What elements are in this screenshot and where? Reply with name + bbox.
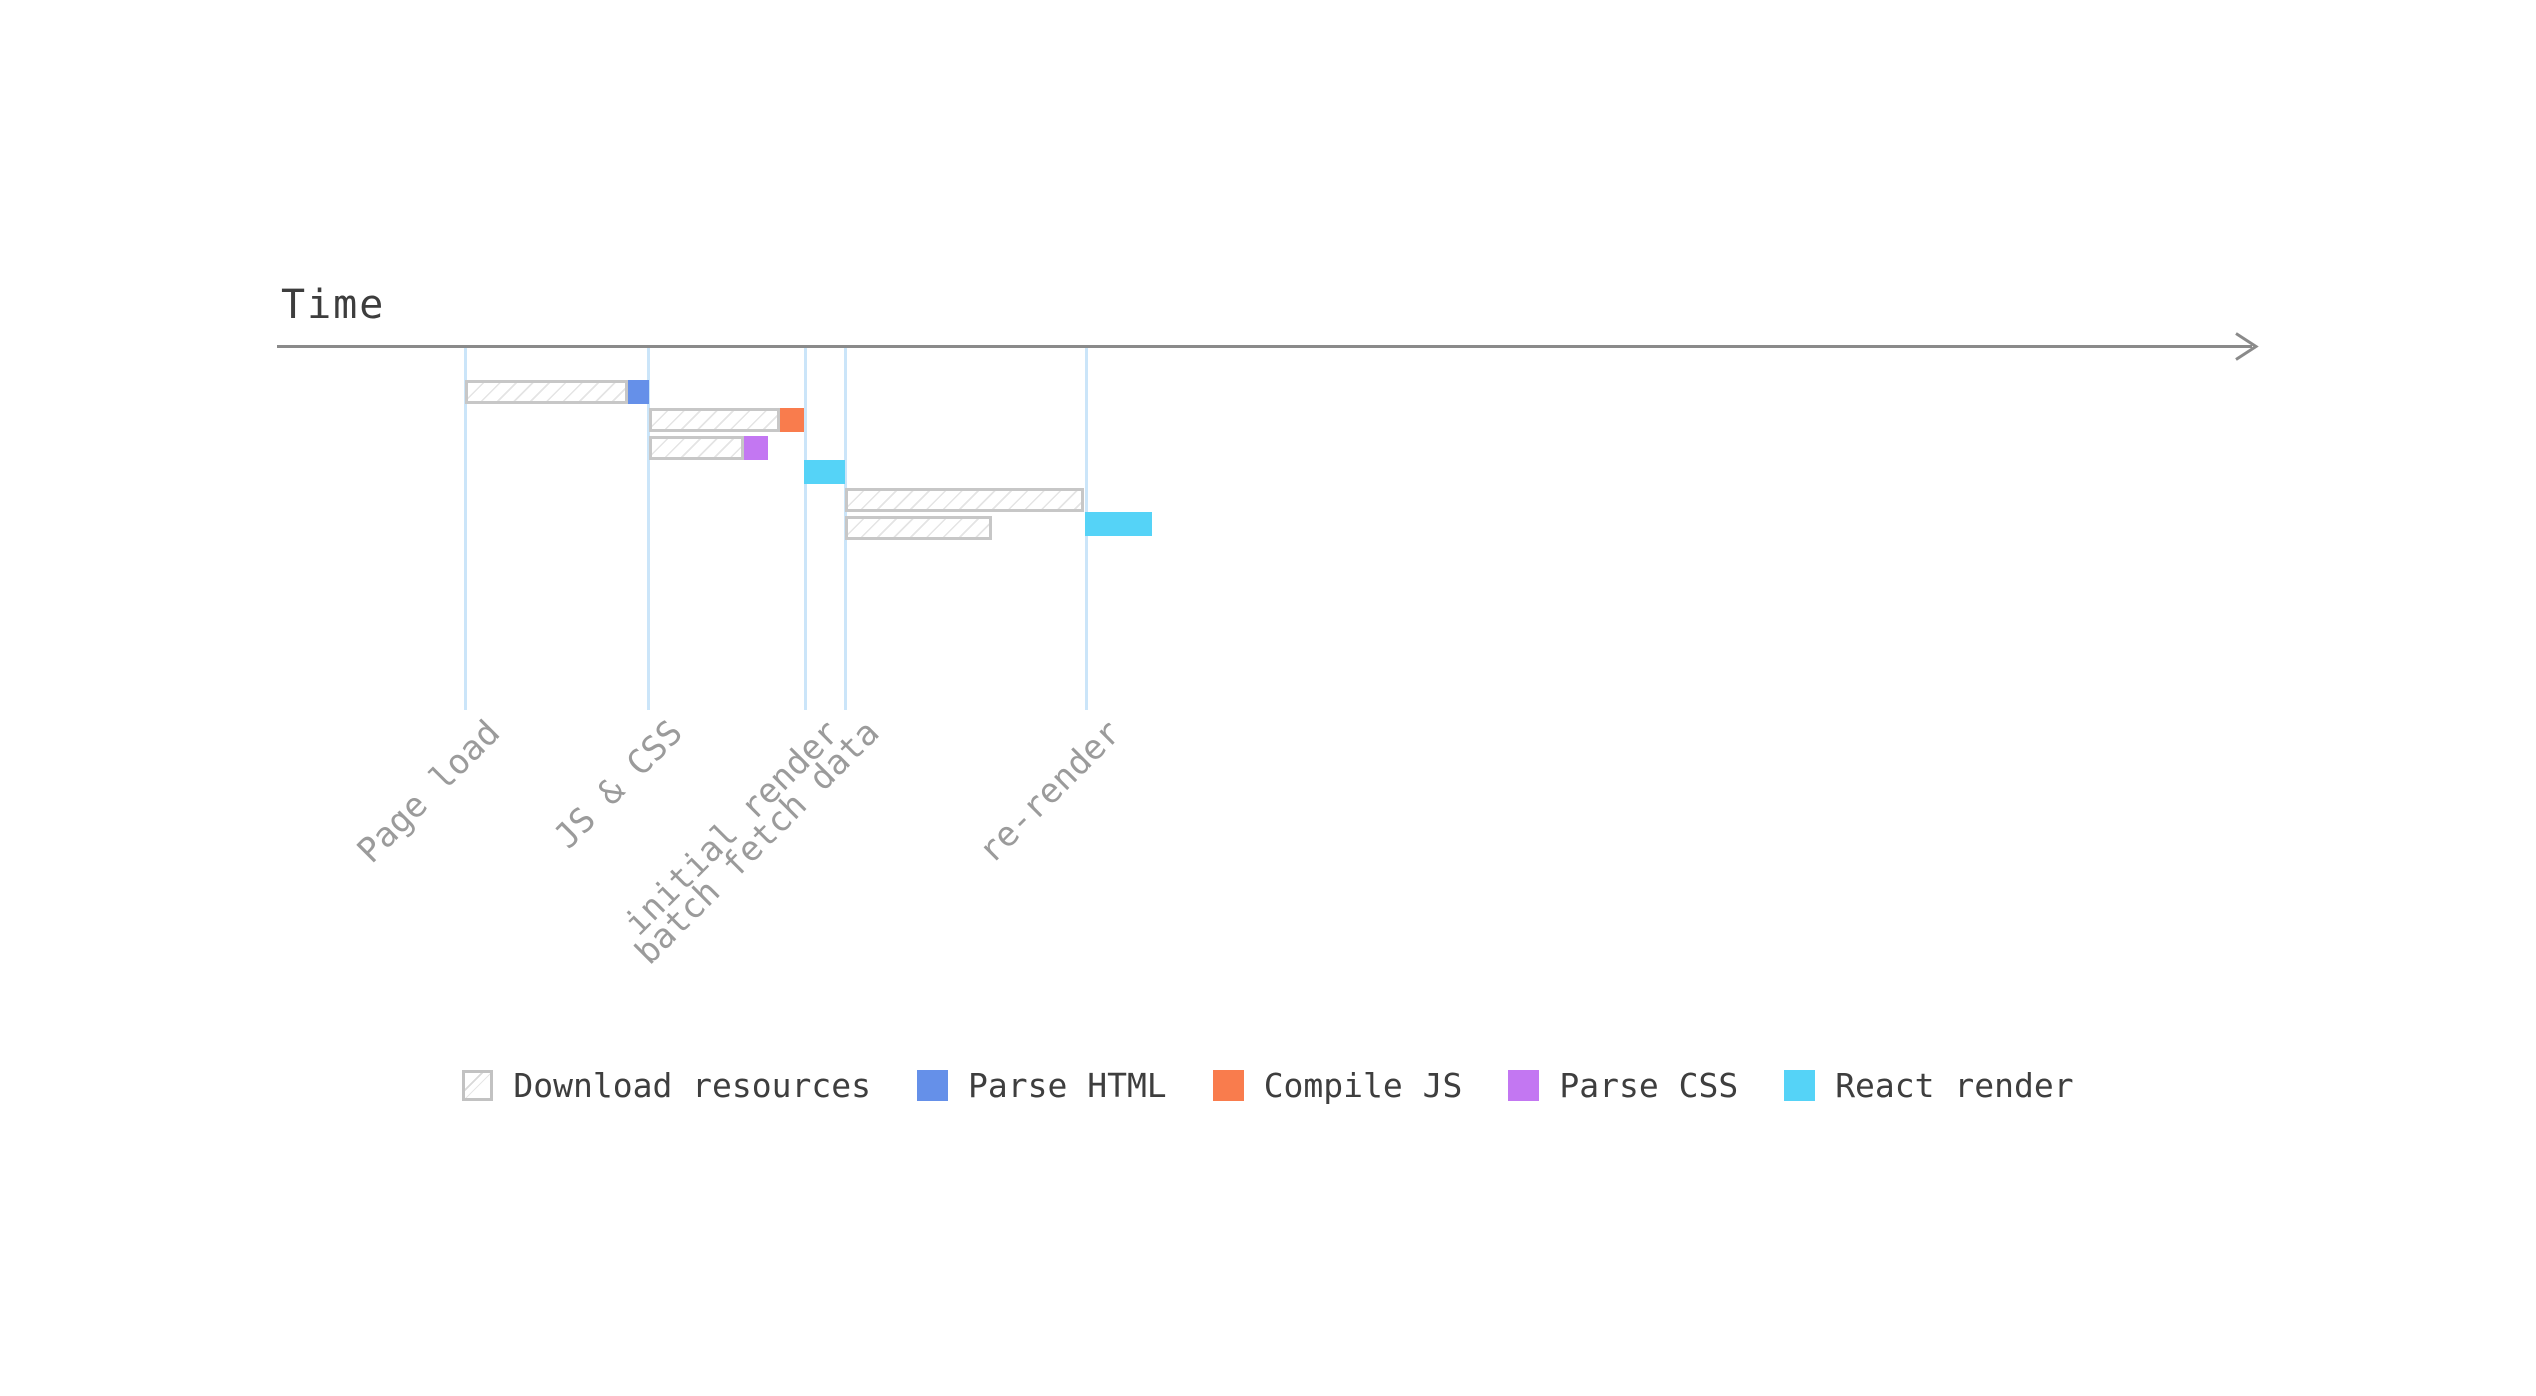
legend-label-parse-css: Parse CSS (1559, 1065, 1739, 1105)
legend: Download resources Parse HTML Compile JS Pa… (0, 1060, 2536, 1110)
task-bar-react-render (1085, 512, 1152, 536)
legend-item-compile-js: Compile JS (1212, 1065, 1463, 1105)
task-bar-parse-html (628, 380, 649, 404)
legend-swatch-download-resources (462, 1069, 494, 1101)
axis-arrowhead-icon (2235, 332, 2259, 361)
milestone-label-re-render: re-render (970, 712, 1129, 872)
milestone-label-js-css: JS & CSS (546, 712, 691, 857)
time-axis-arrow (277, 332, 2259, 361)
legend-label-parse-html: Parse HTML (968, 1065, 1167, 1105)
legend-item-download-resources: Download resources (462, 1066, 871, 1105)
milestone-gridline-initial-render (804, 348, 807, 710)
task-bar-download-resources (649, 408, 780, 432)
task-bar-compile-js (780, 408, 804, 432)
milestone-gridline-page-load (464, 348, 467, 710)
task-bar-download-resources (465, 380, 628, 404)
legend-item-react-render: React render (1784, 1065, 2074, 1105)
legend-swatch-parse-css (1508, 1069, 1540, 1101)
legend-swatch-react-render (1784, 1069, 1816, 1101)
legend-label-react-render: React render (1835, 1065, 2074, 1105)
task-bar-download-resources (845, 488, 1084, 512)
time-axis-title: Time (281, 282, 386, 328)
milestone-label-page-load: Page load (349, 712, 508, 872)
legend-label-download-resources: Download resources (513, 1065, 871, 1105)
legend-swatch-compile-js (1212, 1069, 1244, 1101)
legend-label-compile-js: Compile JS (1263, 1065, 1463, 1105)
milestone-gridline-js-css (647, 348, 650, 710)
legend-item-parse-css: Parse CSS (1508, 1066, 1738, 1105)
task-bar-download-resources (845, 516, 992, 540)
legend-swatch-parse-html (917, 1069, 948, 1101)
task-bar-react-render (804, 460, 845, 484)
task-bar-download-resources (649, 436, 744, 460)
legend-item-parse-html: Parse HTML (917, 1066, 1167, 1105)
task-bar-parse-css (744, 436, 768, 460)
